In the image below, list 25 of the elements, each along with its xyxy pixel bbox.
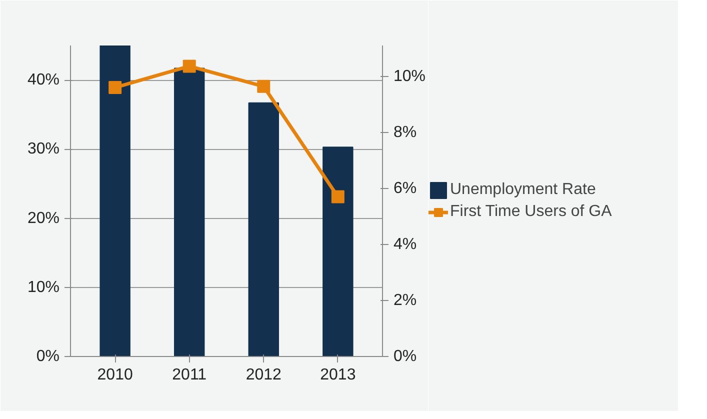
y2-tick-label: 0% [394,348,417,365]
x-tick-label: 2012 [246,366,282,384]
bar [322,146,354,356]
x-tick-label: 2013 [320,366,356,384]
y2-tick-label: 6% [394,180,417,197]
x-tick-label: 2011 [172,366,207,384]
y-tick-label: 30% [27,140,60,158]
point [331,190,344,204]
legend-label: First Time Users of GA [450,202,612,220]
bar [174,68,205,356]
y2-tick-label: 4% [394,236,417,253]
y-tick-label: 0% [36,348,60,365]
point [108,81,122,94]
y-tick-label: 20% [27,210,60,227]
x-tick-label: 2010 [97,366,133,384]
bar [100,46,130,356]
bar [248,102,279,356]
y2-tick-label: 2% [394,292,417,309]
legend-label: Unemployment Rate [450,180,596,198]
point [182,60,196,73]
y2-tick-label: 10% [394,68,426,85]
y-tick-label: 10% [27,278,60,296]
y2-tick-label: 8% [394,124,417,141]
y-tick-label: 40% [27,72,60,89]
point [257,80,270,93]
